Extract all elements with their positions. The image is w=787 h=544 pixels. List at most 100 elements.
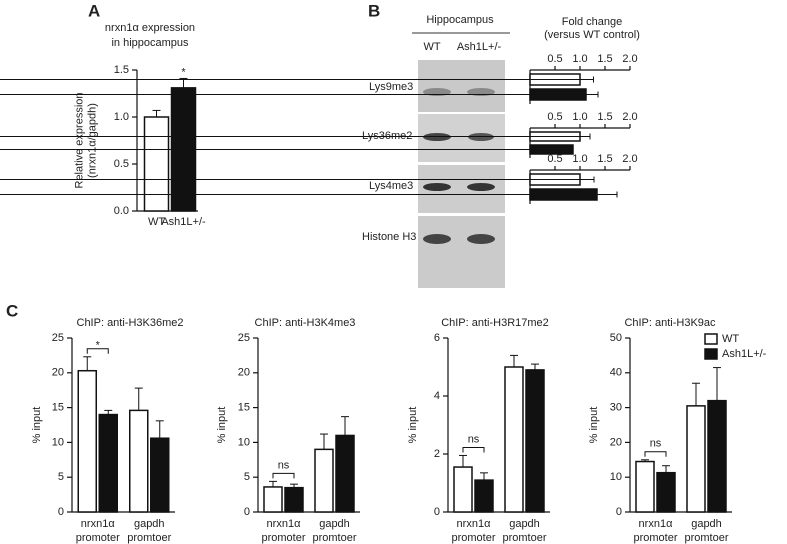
- band: [423, 234, 451, 244]
- bar: [150, 437, 170, 513]
- x-tick-label: gapdh: [509, 518, 540, 530]
- y-tick-label: 10: [238, 436, 250, 448]
- y-tick-label: 40: [610, 367, 622, 379]
- x-tick-label: 2.0: [622, 111, 637, 123]
- y-tick-label: 0: [244, 506, 250, 518]
- x-tick-label: promoter: [451, 532, 495, 544]
- y-tick-label: 15: [52, 402, 64, 414]
- x-tick-label: promtoer: [312, 532, 356, 544]
- legend-label: Ash1L+/-: [722, 348, 767, 360]
- blot-row: Histone H3: [362, 231, 416, 243]
- annotation: ns: [468, 433, 480, 445]
- x-tick-label: promoter: [261, 532, 305, 544]
- x-tick-label: nrxn1α: [267, 518, 302, 530]
- chart-title: ChIP: anti-H3K9ac: [624, 317, 716, 329]
- x-tick-label: 0.5: [547, 53, 562, 65]
- y-tick-label: 6: [434, 332, 440, 344]
- x-tick-label: 1.0: [572, 111, 587, 123]
- blot-column: Ash1L+/-: [457, 41, 502, 53]
- blot-row: Lys9me3: [369, 81, 413, 93]
- y-tick-label: 20: [610, 436, 622, 448]
- bar: [98, 413, 118, 513]
- blot-row: Lys36me2: [362, 130, 412, 142]
- legend-label: WT: [722, 333, 739, 345]
- y-tick-label: 10: [52, 436, 64, 448]
- x-tick-label: nrxn1α: [457, 518, 492, 530]
- y-tick-label: 20: [238, 367, 250, 379]
- y-axis-label: (nrxn1α/gapdh): [86, 103, 98, 178]
- y-tick-label: 10: [610, 471, 622, 483]
- panel-label: C: [6, 301, 18, 320]
- bar: [525, 369, 545, 513]
- y-tick-label: 2: [434, 448, 440, 460]
- bar: [284, 486, 304, 513]
- bar: [656, 471, 676, 513]
- bar: [77, 369, 97, 513]
- x-tick-label: promoter: [76, 532, 120, 544]
- annotation: ns: [278, 459, 290, 471]
- y-tick-label: 1.5: [114, 64, 129, 76]
- x-tick-label: nrxn1α: [639, 518, 674, 530]
- bar: [635, 460, 655, 513]
- annotation: ns: [650, 438, 662, 450]
- bar: [707, 399, 727, 513]
- band: [423, 183, 451, 191]
- x-tick-label: 1.5: [597, 111, 612, 123]
- x-tick-label: gapdh: [319, 518, 350, 530]
- chart-title: in hippocampus: [111, 37, 189, 49]
- blot-column: WT: [423, 41, 440, 53]
- x-tick-label: 1.0: [572, 153, 587, 165]
- x-tick-label: 1.5: [597, 53, 612, 65]
- y-tick-label: 15: [238, 402, 250, 414]
- chart-title: nrxn1α expression: [105, 22, 195, 34]
- x-tick-label: gapdh: [134, 518, 165, 530]
- x-tick-label: 2.0: [622, 53, 637, 65]
- blot-header: Hippocampus: [426, 14, 494, 26]
- y-axis-label: % input: [588, 407, 600, 444]
- bar: [335, 434, 355, 513]
- chart-title: ChIP: anti-H3K36me2: [77, 317, 184, 329]
- chart-title: ChIP: anti-H3R17me2: [441, 317, 549, 329]
- chart-title: ChIP: anti-H3K4me3: [255, 317, 356, 329]
- x-tick-label: gapdh: [691, 518, 722, 530]
- x-tick-label: WT: [148, 216, 165, 228]
- chart-title: (versus WT control): [544, 29, 640, 41]
- y-tick-label: 30: [610, 402, 622, 414]
- legend-swatch: [704, 348, 718, 360]
- y-tick-label: 4: [434, 390, 440, 402]
- band: [467, 183, 495, 191]
- x-tick-label: nrxn1α: [81, 518, 116, 530]
- bar: [263, 486, 283, 513]
- y-axis-label: Relative expression: [73, 93, 85, 189]
- blot: Hippocampus WT Ash1L+/- Lys9me3 Lys36me2…: [362, 14, 510, 288]
- y-tick-label: 0: [434, 506, 440, 518]
- legend-swatch: [704, 333, 718, 345]
- x-tick-label: promoter: [633, 532, 677, 544]
- x-tick-label: Ash1L+/-: [161, 216, 206, 228]
- x-tick-label: 1.5: [597, 153, 612, 165]
- x-tick-label: 1.0: [572, 53, 587, 65]
- panel-label: A: [88, 1, 100, 20]
- y-axis-label: % input: [31, 407, 43, 444]
- x-tick-label: 0.5: [547, 111, 562, 123]
- blot-image: [418, 216, 505, 288]
- x-tick-label: 2.0: [622, 153, 637, 165]
- y-tick-label: 25: [238, 332, 250, 344]
- blot-image: [418, 60, 505, 112]
- y-tick-label: 5: [58, 471, 64, 483]
- y-tick-label: 50: [610, 332, 622, 344]
- bar: [686, 405, 706, 513]
- annotation: *: [181, 66, 186, 78]
- bracket: [462, 446, 485, 453]
- bar: [314, 448, 334, 513]
- bar: [129, 409, 149, 513]
- y-tick-label: 1.0: [114, 111, 129, 123]
- y-tick-label: 0.5: [114, 158, 129, 170]
- y-tick-label: 0.0: [114, 205, 129, 217]
- bracket: [272, 472, 295, 479]
- blot-row: Lys4me3: [369, 180, 413, 192]
- y-axis-label: % input: [407, 407, 419, 444]
- x-tick-label: promtoer: [502, 532, 546, 544]
- chart-title: Fold change: [562, 16, 623, 28]
